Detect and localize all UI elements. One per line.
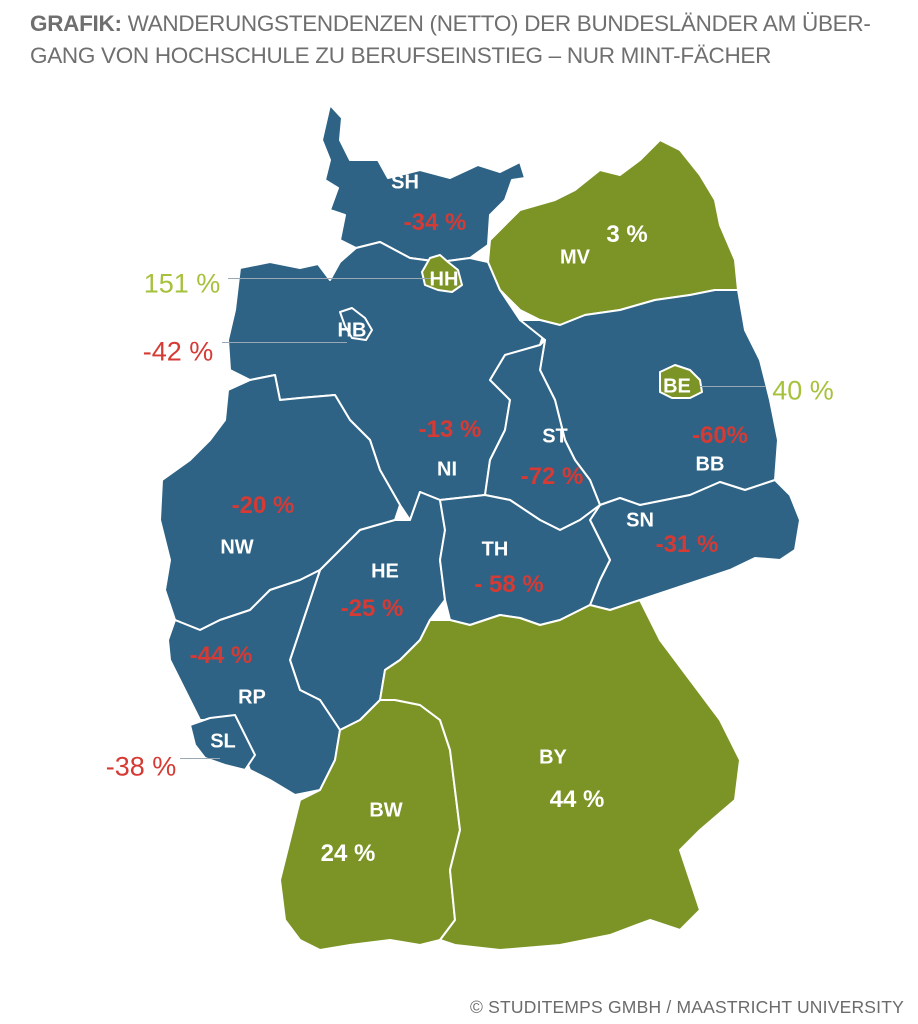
- chart-title: GRAFIK: WANDERUNGSTENDENZEN (NETTO) DER …: [30, 8, 900, 72]
- label-bw: BW: [369, 799, 403, 822]
- label-ni: NI: [437, 458, 457, 481]
- leader-line-hh: [228, 278, 438, 279]
- leader-line-sl: [180, 758, 220, 759]
- state-be[interactable]: [659, 364, 703, 399]
- label-mv: MV: [560, 246, 590, 269]
- label-sh: SH: [391, 171, 419, 194]
- state-sh[interactable]: [321, 104, 526, 263]
- value-rp: -44 %: [189, 642, 253, 669]
- value-sh: -34 %: [403, 209, 467, 236]
- value-he: -25 %: [340, 595, 404, 622]
- value-sl: -38 %: [105, 751, 177, 782]
- value-nw: -20 %: [231, 492, 295, 519]
- value-ni: -13 %: [418, 416, 482, 443]
- title-text: WANDERUNGSTENDENZEN (NETTO) DER BUNDESLÄ…: [30, 11, 871, 68]
- value-sn: -31 %: [655, 531, 719, 558]
- label-by: BY: [539, 746, 567, 769]
- label-bb: BB: [695, 453, 725, 476]
- state-hh[interactable]: [421, 254, 463, 293]
- value-bb: -60%: [691, 422, 749, 449]
- label-be: BE: [663, 375, 691, 398]
- state-by[interactable]: [379, 599, 741, 951]
- label-hh: HH: [429, 268, 459, 291]
- state-mv[interactable]: [487, 139, 739, 326]
- label-he: HE: [371, 560, 399, 583]
- copyright-credit: © STUDITEMPS GMBH / MAASTRICHT UNIVERSIT…: [469, 997, 904, 1017]
- label-nw: NW: [220, 536, 254, 559]
- value-be: 40 %: [772, 375, 834, 406]
- label-st: ST: [542, 425, 568, 448]
- value-st: -72 %: [520, 463, 584, 490]
- label-sl: SL: [210, 730, 236, 753]
- leader-line-be: [700, 386, 765, 387]
- label-th: TH: [481, 538, 509, 561]
- value-bw: 24 %: [320, 840, 376, 867]
- title-prefix: GRAFIK:: [30, 11, 122, 36]
- label-hb: HB: [337, 319, 367, 342]
- value-th: - 58 %: [474, 571, 544, 598]
- state-hb[interactable]: [339, 307, 373, 341]
- state-th[interactable]: [439, 494, 611, 626]
- state-sl[interactable]: [189, 714, 256, 771]
- leader-line-hb: [222, 342, 347, 343]
- value-mv: 3 %: [606, 221, 648, 248]
- label-rp: RP: [238, 686, 266, 709]
- label-sn: SN: [626, 509, 654, 532]
- value-hb: -42 %: [142, 336, 214, 367]
- value-by: 44 %: [549, 786, 605, 813]
- value-hh: 151 %: [143, 268, 221, 299]
